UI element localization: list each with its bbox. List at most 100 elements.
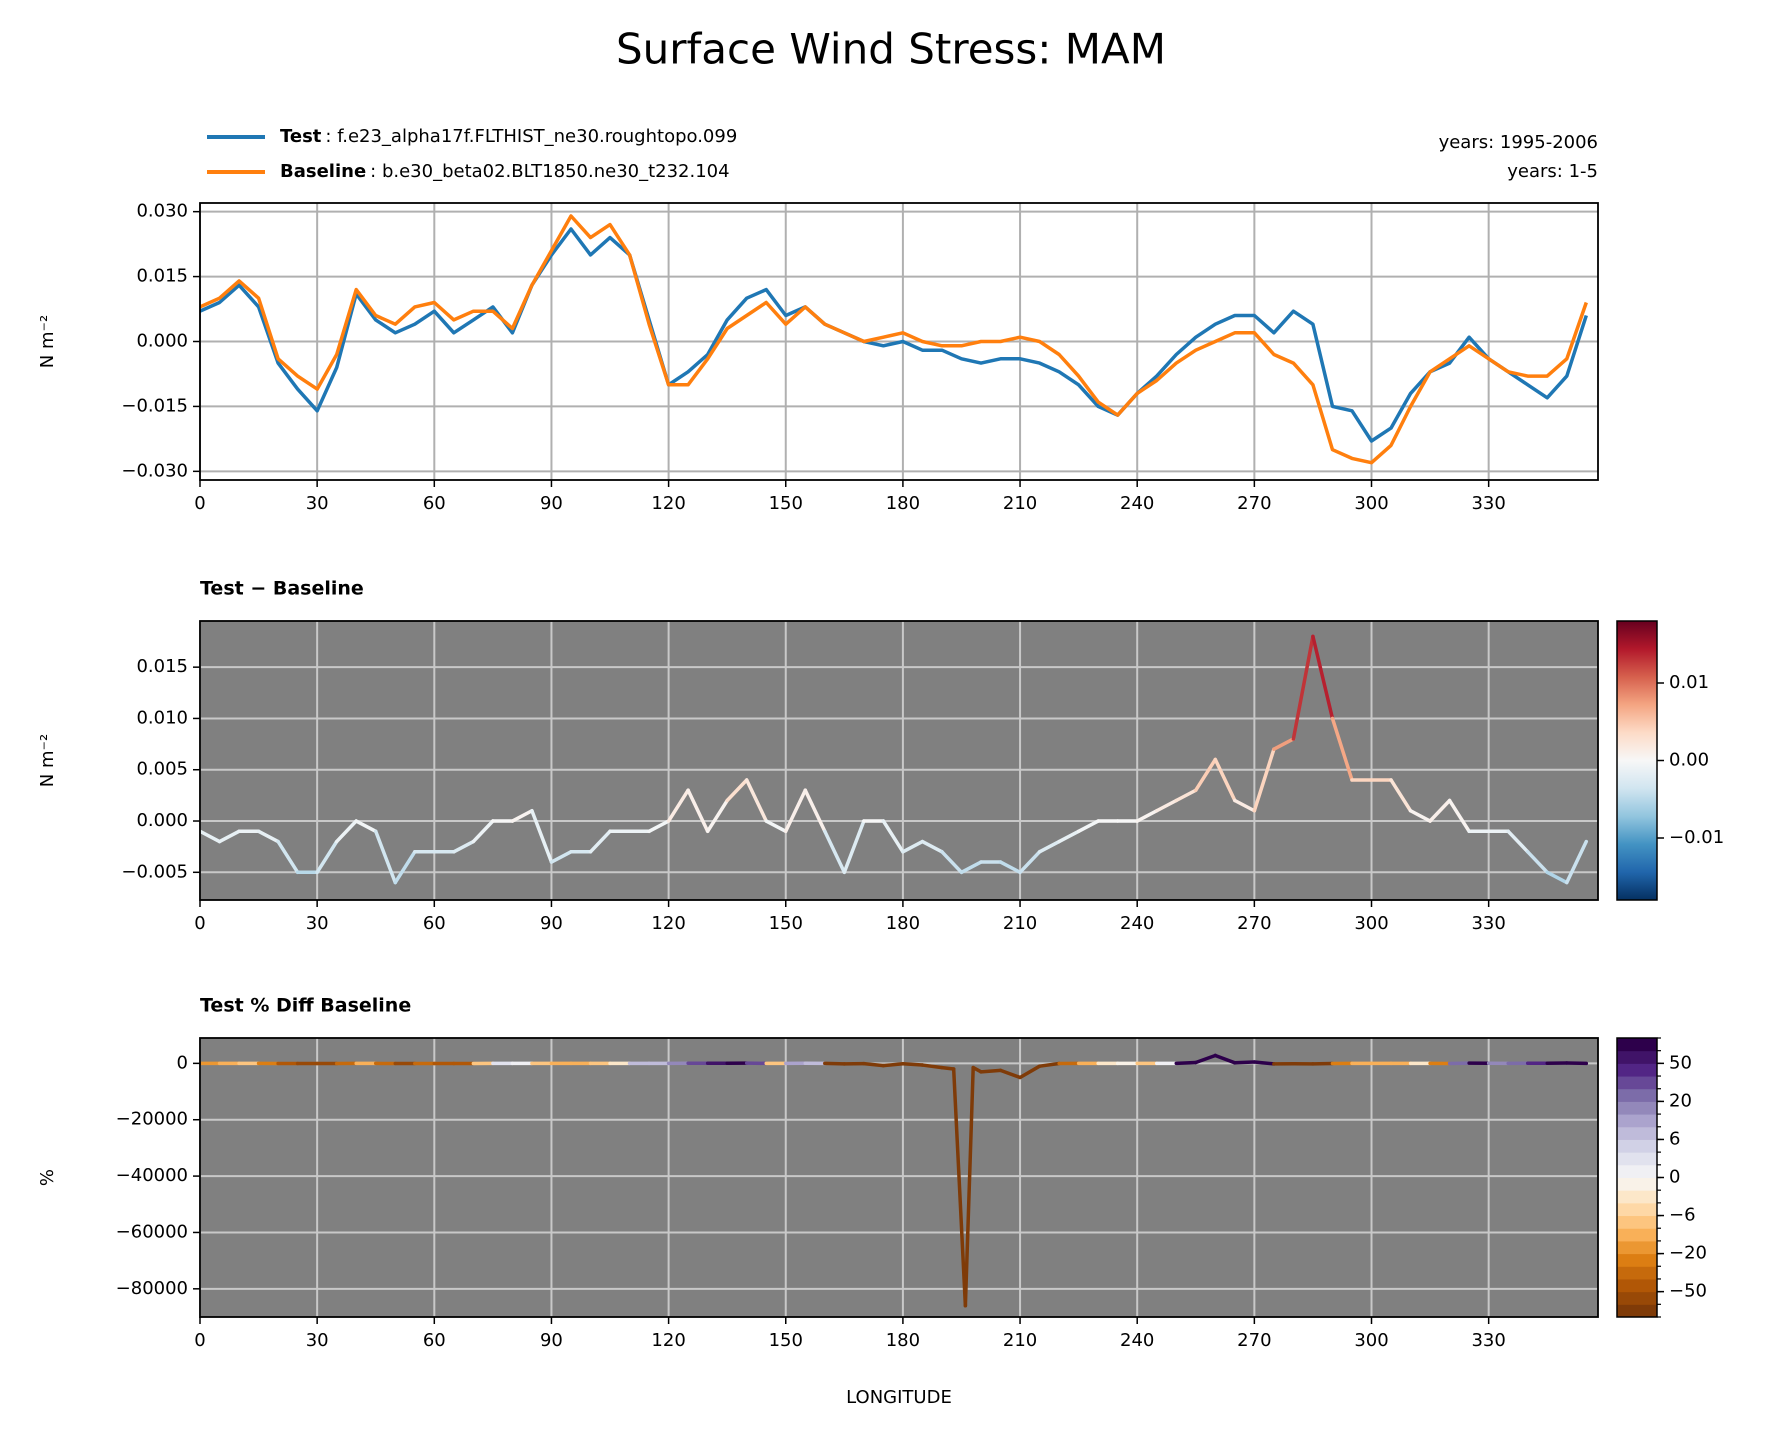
- line-segment: [1174, 1060, 1198, 1066]
- legend-note: years: 1995-2006: [1439, 132, 1598, 153]
- colorbar-band: [1617, 1190, 1657, 1204]
- line-segment: [842, 819, 866, 875]
- x-tick-label: 150: [769, 1330, 803, 1351]
- line-segment: [452, 839, 476, 854]
- legend-case: : f.e23_alpha17f.FLTHIST_ne30.roughtopo.…: [325, 126, 737, 147]
- figure-title: Surface Wind Stress: MAM: [616, 25, 1166, 74]
- x-tick-label: 150: [769, 493, 803, 514]
- line-segment: [744, 778, 768, 823]
- line-segment: [1194, 1053, 1218, 1065]
- colorbar-tick-label: 50: [1669, 1052, 1692, 1073]
- legend-case: : b.e30_beta02.BLT1850.ne30_t232.104: [370, 161, 729, 182]
- line-segment: [963, 1065, 975, 1308]
- line-segment: [1291, 634, 1315, 741]
- colorbar-tick-label: 0: [1669, 1167, 1680, 1188]
- x-tick-label: 120: [651, 913, 685, 934]
- x-tick-label: 180: [886, 1330, 920, 1351]
- line-segment: [200, 829, 222, 844]
- colorbar-tick-label: 6: [1669, 1128, 1680, 1149]
- line-segment: [940, 850, 964, 875]
- line-segment: [393, 850, 417, 885]
- line-segment: [1252, 1060, 1276, 1066]
- colorbar-tick-label: −50: [1669, 1281, 1707, 1302]
- line-segment: [1018, 1064, 1042, 1080]
- colorbar-tick-label: −0.01: [1669, 827, 1724, 848]
- line-segment: [530, 809, 554, 864]
- x-tick-label: 210: [1003, 913, 1037, 934]
- y-tick-label: −0.005: [121, 861, 188, 882]
- colorbar-frame: [1616, 1037, 1658, 1318]
- y-tick-label: 0.000: [136, 331, 188, 352]
- colorbar-band: [1617, 1063, 1657, 1077]
- y-tick-label: −0.015: [121, 395, 188, 416]
- y-tick-label: −20000: [116, 1109, 188, 1130]
- y-tick-label: 0.015: [136, 656, 188, 677]
- line-segment: [334, 819, 358, 844]
- line-segment: [920, 839, 944, 854]
- colorbar: [1617, 621, 1657, 900]
- line-segment: [471, 819, 495, 844]
- x-tick-label: 270: [1237, 1330, 1271, 1351]
- line-segment: [725, 778, 749, 803]
- x-tick-label: 180: [886, 493, 920, 514]
- x-tick-label: 0: [194, 493, 205, 514]
- y-tick-label: 0.005: [136, 759, 188, 780]
- line-segment: [588, 829, 612, 854]
- line-segment: [1525, 850, 1549, 875]
- colorbar-band: [1617, 1139, 1657, 1153]
- line-segment: [666, 788, 690, 823]
- y-axis-label: %: [37, 1169, 58, 1186]
- line-segment: [862, 1061, 886, 1068]
- line-segment: [1154, 798, 1179, 813]
- x-tick-label: 300: [1354, 913, 1388, 934]
- x-tick-label: 180: [886, 913, 920, 934]
- x-tick-label: 90: [540, 1330, 563, 1351]
- x-tick-label: 270: [1237, 493, 1271, 514]
- x-tick-label: 0: [194, 913, 205, 934]
- x-tick-label: 150: [769, 913, 803, 934]
- line-segment: [803, 788, 827, 834]
- y-tick-label: −60000: [116, 1221, 188, 1242]
- x-tick-label: 270: [1237, 913, 1271, 934]
- line-segment: [1330, 716, 1354, 782]
- y-axis-label: N m⁻²: [37, 315, 58, 368]
- colorbar-band: [1617, 1266, 1657, 1280]
- line-segment: [647, 819, 671, 834]
- line-segment: [998, 1068, 1022, 1080]
- colorbar-band: [1617, 1240, 1657, 1255]
- x-axis-label: LONGITUDE: [846, 1387, 952, 1408]
- colorbar-band: [1617, 1088, 1657, 1102]
- line-segment: [1545, 870, 1569, 885]
- line-segment: [1213, 1053, 1237, 1065]
- x-tick-label: 240: [1120, 1330, 1154, 1351]
- y-tick-label: 0.030: [136, 201, 188, 222]
- line-segment: [1194, 757, 1218, 792]
- x-tick-label: 300: [1354, 1330, 1388, 1351]
- line-segment: [881, 819, 905, 854]
- line-segment: [951, 1067, 968, 1308]
- line-segment: [1565, 839, 1589, 885]
- x-tick-label: 300: [1354, 493, 1388, 514]
- y-tick-label: −0.030: [121, 460, 188, 481]
- colorbar-band: [1617, 1164, 1657, 1178]
- line-segment: [1447, 798, 1471, 834]
- colorbar-tick-label: 0.01: [1669, 672, 1709, 693]
- line-segment: [1135, 809, 1159, 823]
- line-segment: [764, 819, 788, 834]
- line-segment: [686, 788, 710, 834]
- line-segment: [940, 1065, 956, 1071]
- line-segment: [1252, 747, 1276, 813]
- line-segment: [1037, 1061, 1061, 1068]
- legend-label: Baseline: b.e30_beta02.BLT1850.ne30_t232…: [280, 161, 730, 182]
- line-segment: [1018, 850, 1042, 875]
- colorbar-band: [1617, 1038, 1657, 1052]
- x-tick-label: 330: [1471, 913, 1505, 934]
- x-tick-label: 120: [651, 493, 685, 514]
- subplot-title: Test % Diff Baseline: [200, 995, 411, 1017]
- line-segment: [510, 809, 534, 823]
- x-tick-label: 30: [306, 913, 329, 934]
- x-tick-label: 330: [1471, 1330, 1505, 1351]
- line-segment: [823, 829, 847, 875]
- x-tick-label: 60: [423, 1330, 446, 1351]
